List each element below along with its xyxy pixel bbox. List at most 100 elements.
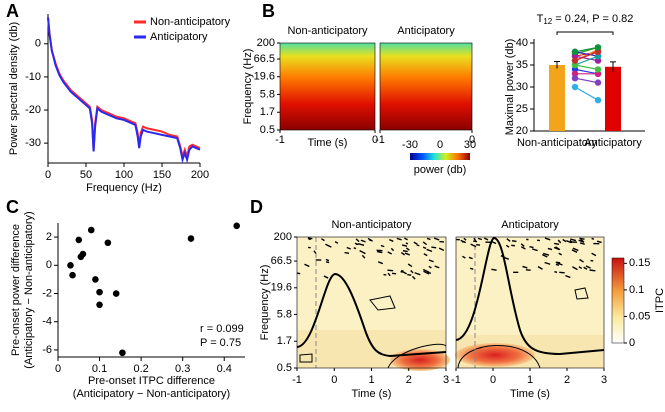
- contour: [520, 246, 526, 250]
- contour-speckles: [296, 237, 602, 280]
- y-tick-label: -20: [25, 104, 41, 116]
- contour: [400, 270, 407, 275]
- colorbar-tick-label: 0.15: [629, 257, 650, 269]
- subject-point: [571, 70, 579, 78]
- panel-title: Anticipatory: [397, 25, 455, 37]
- panel-title: Non-anticipatory: [331, 219, 412, 231]
- x-tick-label: 0.1: [92, 363, 107, 375]
- contour: [307, 237, 313, 240]
- contour: [431, 246, 437, 249]
- x-tick-label: 0: [331, 374, 337, 386]
- contour: [422, 246, 427, 250]
- colorbar-tick-label: 0.1: [629, 284, 644, 296]
- y-tick-label: 1.7: [260, 106, 275, 118]
- contour: [428, 259, 434, 263]
- contour: [334, 241, 339, 244]
- contour: [571, 249, 578, 253]
- colorbar: [410, 153, 470, 160]
- contour: [559, 271, 565, 274]
- contour: [541, 254, 548, 258]
- x-tick-label: 50: [80, 169, 92, 181]
- itpc-map-1: [296, 237, 450, 371]
- y-tick-label: -30: [25, 137, 41, 149]
- colorbar-tick-label: -30: [402, 139, 418, 151]
- annotation: r = 0.099: [200, 323, 244, 335]
- contour: [483, 237, 489, 241]
- contour: [511, 240, 517, 243]
- annotation: P = 0.75: [200, 337, 241, 349]
- scatter-point: [187, 235, 195, 242]
- x-tick-label: Anticipatory: [584, 137, 642, 149]
- contour: [410, 269, 414, 274]
- contour: [572, 266, 578, 271]
- contour: [325, 261, 330, 264]
- x-tick-label: 0: [490, 374, 496, 386]
- x-tick-label: 200: [191, 169, 209, 181]
- contour: [304, 263, 310, 268]
- contour: [583, 266, 588, 270]
- x-tick-label: -1: [292, 374, 302, 386]
- contour: [473, 237, 477, 242]
- contour: [505, 244, 510, 248]
- contour: [369, 238, 373, 242]
- subject-point: [594, 57, 602, 64]
- contour: [387, 251, 393, 255]
- contour: [428, 265, 432, 269]
- x-tick-label: 0: [372, 134, 378, 146]
- stat-annotation: T12 = 0.24, P = 0.82: [537, 13, 634, 26]
- contour: [557, 239, 562, 244]
- contour: [402, 250, 408, 253]
- subject-point: [594, 70, 602, 78]
- scatter-point: [119, 349, 126, 357]
- contour: [566, 240, 572, 244]
- error-bar: [610, 61, 616, 72]
- contour: [555, 246, 561, 251]
- y-tick-label: 2: [46, 231, 52, 243]
- contour: [547, 247, 553, 251]
- contour: [344, 251, 350, 254]
- y-tick-label: 66.5: [254, 53, 275, 65]
- x-tick-label: -1: [275, 134, 285, 146]
- contour: [591, 237, 595, 240]
- subject-line: [574, 55, 599, 66]
- y-tick-label: 0: [35, 38, 41, 50]
- contour: [405, 242, 409, 245]
- contour: [529, 245, 534, 249]
- scatter-point: [87, 226, 95, 234]
- contour: [531, 248, 538, 252]
- x-axis-label: Time (s): [510, 388, 550, 400]
- y-axis-label: Frequency (Hz): [259, 265, 271, 341]
- x-axis-label: Time (s): [308, 137, 348, 149]
- bar: [605, 66, 621, 131]
- contour: [388, 238, 394, 242]
- contour: [491, 268, 497, 271]
- subject-line: [574, 86, 599, 101]
- x-tick-label: -1: [451, 374, 461, 386]
- contour: [413, 241, 418, 245]
- scatter-point: [67, 262, 74, 269]
- contour: [407, 263, 413, 268]
- subject-line: [574, 46, 599, 53]
- subject-point: [571, 61, 579, 69]
- contour: [325, 258, 330, 262]
- scatter-point: [96, 301, 103, 309]
- x-axis-label: Time (s): [352, 388, 392, 400]
- contour: [422, 268, 430, 273]
- y-tick-label: 5.8: [260, 88, 275, 100]
- frame: [279, 42, 376, 131]
- contour: [423, 270, 430, 275]
- contour: [578, 239, 585, 243]
- contour: [579, 237, 585, 240]
- panel-letter: C: [6, 197, 19, 217]
- contour: [358, 242, 365, 247]
- y-tick-label: 25: [516, 103, 528, 115]
- contour: [377, 261, 384, 265]
- contour: [426, 248, 433, 253]
- contour: [359, 250, 366, 255]
- contour: [438, 247, 445, 252]
- x-tick-label: 1: [368, 374, 374, 386]
- contour: [387, 272, 391, 277]
- y-axis-label: (Anticipatory − Non-anticipatory): [23, 211, 35, 368]
- y-axis-label: Frequency (Hz): [242, 49, 254, 125]
- heatmap: [380, 43, 472, 130]
